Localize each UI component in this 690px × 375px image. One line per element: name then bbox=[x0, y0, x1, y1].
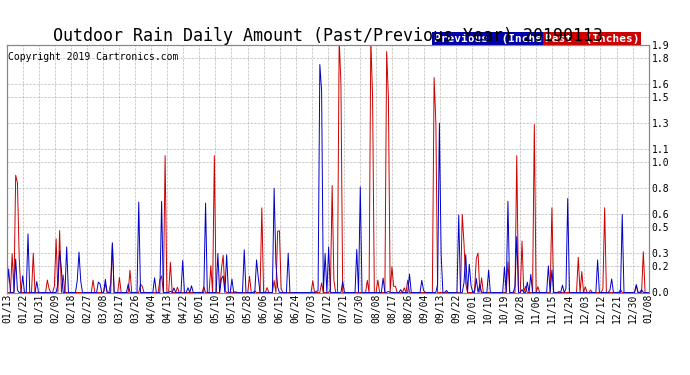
Text: Previous  (Inches): Previous (Inches) bbox=[433, 34, 555, 44]
Title: Outdoor Rain Daily Amount (Past/Previous Year) 20190113: Outdoor Rain Daily Amount (Past/Previous… bbox=[52, 27, 603, 45]
Text: Copyright 2019 Cartronics.com: Copyright 2019 Cartronics.com bbox=[8, 53, 178, 62]
Text: Past  (Inches): Past (Inches) bbox=[544, 34, 639, 44]
